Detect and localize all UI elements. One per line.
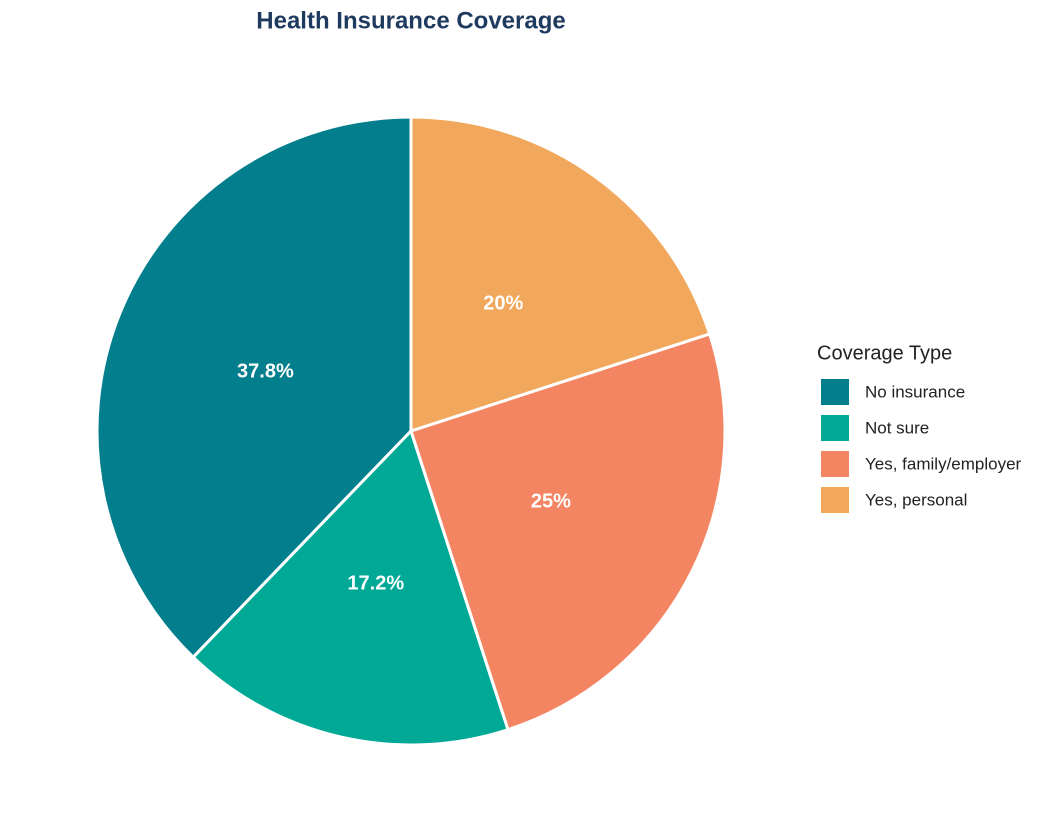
legend-label: Yes, personal [865,490,967,509]
legend-swatch [821,451,849,477]
chart-title: Health Insurance Coverage [256,7,565,34]
legend-swatch [821,487,849,513]
slice-label: 20% [483,292,523,314]
legend-label: No insurance [865,382,965,401]
legend-label: Not sure [865,418,929,437]
pie-slice [409,332,727,732]
pie-slice [95,115,413,660]
slice-label: 17.2% [347,572,404,594]
legend-title: Coverage Type [817,342,952,364]
slice-label: 25% [531,491,571,513]
legend-label: Yes, family/employer [865,454,1022,473]
slice-label: 37.8% [237,361,294,383]
legend-swatch [821,415,849,441]
legend-swatch [821,379,849,405]
pie-slice [191,428,510,747]
pie-slice [409,115,712,434]
